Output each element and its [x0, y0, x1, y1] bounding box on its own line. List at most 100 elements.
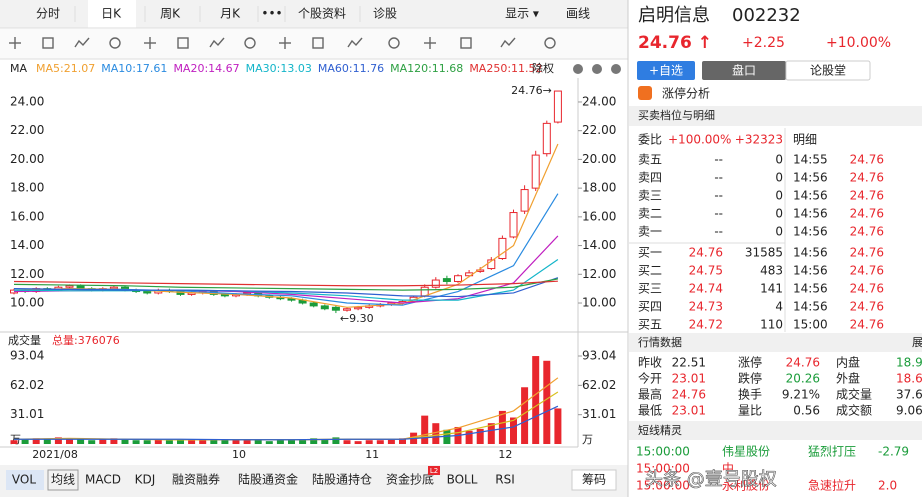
tab[interactable]: 周K [160, 7, 181, 21]
alert-event: 急速拉升 [808, 478, 856, 493]
y-tick-label: 20.00 [582, 152, 616, 166]
tool-icon[interactable] [347, 37, 363, 48]
tick-price: 24.76 [850, 300, 884, 314]
ma-line [13, 377, 559, 441]
quote-value: 37.61 [896, 388, 922, 402]
level-label: 买四 [638, 300, 662, 314]
indicator-tab[interactable]: KDJ [135, 473, 156, 487]
legend-entry: MA30:13.03 [246, 62, 312, 75]
button[interactable]: +自选 [649, 64, 683, 78]
volume-bar [276, 440, 284, 444]
volume-bar [299, 439, 307, 444]
indicator-tab[interactable]: 资金抄底 [386, 472, 434, 487]
detail-title: 明细 [793, 133, 817, 147]
tick-price: 24.76 [850, 189, 884, 203]
indicator-tab[interactable]: BOLL [447, 473, 478, 487]
level-volume: 0 [775, 207, 783, 221]
tool-icon[interactable] [74, 37, 90, 48]
level-label: 卖四 [638, 171, 662, 185]
legend-entry: MA10:17.61 [101, 62, 167, 75]
icon-part [209, 37, 225, 48]
tab[interactable]: 个股资料 [298, 7, 346, 21]
button[interactable]: 论股堂 [810, 64, 846, 78]
volume-bar [21, 439, 29, 444]
tick-price: 24.76 [850, 264, 884, 278]
tool-icon[interactable] [209, 37, 225, 48]
alert-stock: 伟星股份 [722, 445, 770, 459]
tool-icon[interactable] [312, 37, 324, 49]
volume-bar [399, 438, 406, 444]
y-tick-label: 93.04 [10, 349, 44, 363]
volume-bar [254, 440, 262, 444]
tool-icon[interactable] [109, 37, 121, 49]
indicator-tab[interactable]: 陆股通持仓 [312, 472, 372, 487]
candle-body [498, 237, 507, 260]
quote-value: 9.21% [782, 388, 820, 402]
tool-icon[interactable] [9, 37, 21, 49]
quote-value: 24.76 [672, 388, 706, 402]
min-annotation: ←9.30 [340, 312, 374, 325]
stock-change: +2.25 [742, 35, 785, 51]
button[interactable]: 盘口 [732, 63, 756, 78]
quote-value: 20.26 [786, 372, 820, 386]
quote-value: 22.51 [672, 356, 706, 370]
tab[interactable]: 诊股 [373, 7, 397, 21]
tab[interactable]: 分时 [36, 7, 60, 21]
volume-bar [521, 387, 529, 444]
indicator-tab[interactable]: 融资融券 [172, 472, 220, 487]
volume-bar [288, 440, 295, 444]
tick-time: 14:56 [793, 171, 828, 185]
y-tick-label: 62.02 [10, 378, 44, 392]
tool-icon[interactable] [388, 37, 400, 49]
volume-bar [265, 441, 273, 444]
display-menu[interactable]: 显示 ▾ [505, 7, 539, 21]
tool-icon[interactable] [460, 37, 472, 49]
quote-value: 18.98 [896, 356, 922, 370]
tool-icon[interactable] [500, 37, 516, 48]
max-annotation: 24.76→ [511, 84, 552, 97]
tool-icon[interactable] [544, 37, 556, 49]
level-price: 24.73 [689, 300, 723, 314]
tool-icon[interactable] [244, 37, 256, 49]
indicator-tab[interactable]: 筹码 [582, 473, 606, 487]
volume-bar [143, 440, 151, 444]
volume-bar [154, 439, 162, 444]
limit-up-link[interactable]: 涨停分析 [662, 86, 710, 101]
candle-body [109, 286, 118, 290]
panel-button[interactable] [611, 64, 621, 74]
adjust-toggle[interactable]: 除权 [532, 61, 554, 75]
legend-entry: MA5:21.07 [36, 62, 95, 75]
draw-menu[interactable]: 画线 [566, 7, 590, 21]
tool-icon[interactable] [279, 37, 291, 49]
level-label: 买二 [638, 264, 662, 278]
volume-bar [354, 441, 362, 444]
tool-icon[interactable] [424, 37, 436, 49]
y-tick-label: 24.00 [10, 94, 44, 108]
ma-line [13, 280, 558, 287]
volume-bar [66, 438, 73, 444]
stock-pct: +10.00% [826, 35, 891, 51]
button-bg [637, 61, 695, 80]
tool-icon[interactable] [144, 37, 156, 49]
level-price: 24.76 [689, 246, 723, 260]
y-tick-label: 18.00 [582, 181, 616, 195]
stock-code: 002232 [732, 5, 801, 26]
indicator-tab[interactable]: VOL [12, 473, 36, 487]
ma-line [14, 405, 559, 441]
tab[interactable]: ••• [261, 7, 282, 21]
quote-label: 内盘 [836, 355, 860, 370]
volume-bar [188, 440, 196, 444]
limit-up-icon [638, 86, 652, 100]
indicator-tab[interactable]: 陆股通资金 [238, 472, 298, 487]
indicator-tab[interactable]: 均线 [51, 473, 75, 487]
quote-label: 跌停 [738, 371, 762, 386]
panel-button[interactable] [573, 64, 583, 74]
tab[interactable]: 日K [101, 7, 122, 21]
tab[interactable]: 月K [220, 7, 241, 21]
tool-icon[interactable] [42, 37, 54, 49]
panel-button[interactable] [592, 64, 602, 74]
tool-icon[interactable] [177, 37, 189, 49]
indicator-tab[interactable]: MACD [85, 473, 121, 487]
indicator-tab[interactable]: RSI [495, 473, 515, 487]
alert-time: 15:00:00 [636, 479, 690, 493]
